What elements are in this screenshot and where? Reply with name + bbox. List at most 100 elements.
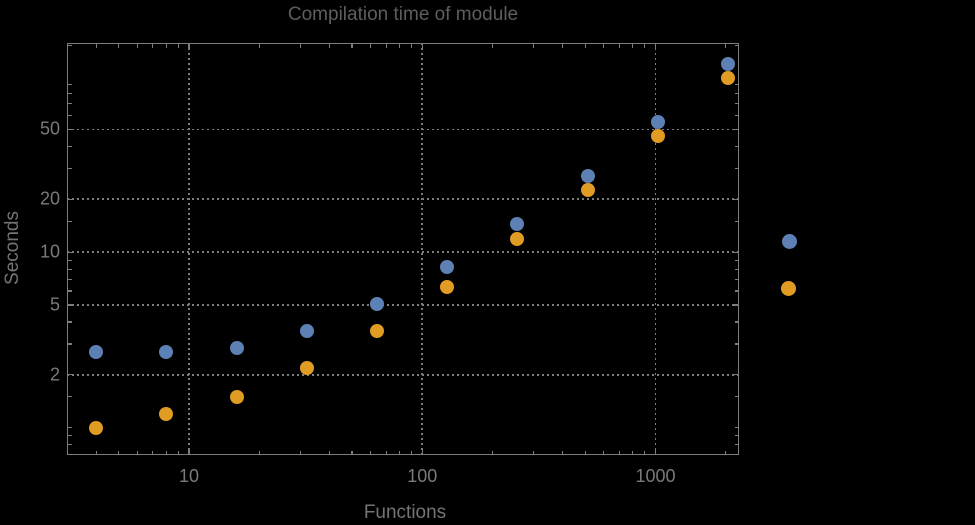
x-minor-tick	[385, 450, 387, 454]
y-tick-label: 50	[39, 118, 60, 139]
y-minor-tick	[734, 435, 738, 437]
y-minor-tick	[734, 290, 738, 292]
y-minor-tick	[68, 92, 72, 95]
x-minor-tick	[177, 44, 179, 48]
x-minor-tick	[562, 450, 564, 454]
y-minor-tick	[734, 278, 738, 280]
y-minor-tick	[734, 114, 738, 116]
x-minor-tick	[165, 450, 167, 454]
x-minor-tick	[532, 450, 535, 454]
x-minor-tick	[491, 450, 494, 454]
x-minor-tick	[328, 450, 330, 454]
x-minor-tick	[632, 44, 634, 48]
y-minor-tick	[68, 290, 72, 292]
y-minor-tick	[68, 259, 72, 261]
data-point-series-2	[229, 389, 244, 404]
x-minor-tick	[644, 44, 646, 48]
gridline-vertical	[654, 43, 657, 455]
y-minor-tick	[734, 44, 738, 47]
plot-frame	[67, 43, 739, 455]
y-major-tick	[732, 374, 738, 376]
y-tick-label: 10	[39, 241, 60, 262]
x-minor-tick	[399, 450, 401, 454]
x-minor-tick	[399, 44, 401, 48]
y-minor-tick	[734, 259, 738, 261]
gridline-horizontal	[67, 128, 739, 131]
x-minor-tick	[369, 450, 372, 454]
x-minor-tick	[369, 44, 372, 48]
x-minor-tick	[152, 44, 154, 48]
data-point-series-2	[440, 280, 455, 295]
data-point-series-1	[159, 345, 174, 359]
x-minor-tick	[603, 44, 605, 48]
x-minor-tick	[258, 450, 260, 454]
x-minor-tick	[177, 450, 179, 454]
x-minor-tick	[532, 44, 535, 48]
y-minor-tick	[734, 220, 738, 222]
gridline-horizontal	[67, 251, 739, 253]
x-minor-tick	[299, 450, 301, 454]
legend-marker-series-1	[781, 233, 797, 249]
y-minor-tick	[734, 444, 738, 446]
x-minor-tick	[725, 44, 727, 48]
x-minor-tick	[95, 450, 97, 454]
y-minor-tick	[68, 396, 72, 398]
data-point-series-1	[721, 56, 736, 71]
data-point-series-1	[229, 340, 244, 355]
y-minor-tick	[68, 278, 72, 280]
data-point-series-2	[89, 420, 104, 435]
y-minor-tick	[734, 167, 738, 169]
y-minor-tick	[68, 444, 72, 446]
x-minor-tick	[118, 44, 120, 48]
x-axis-label: Functions	[363, 502, 447, 523]
y-minor-tick	[68, 103, 72, 105]
x-minor-tick	[299, 44, 301, 48]
x-minor-tick	[584, 44, 586, 48]
data-point-series-1	[650, 115, 665, 130]
y-major-tick	[732, 304, 738, 306]
y-minor-tick	[734, 396, 738, 398]
x-minor-tick	[95, 44, 97, 48]
data-point-series-1	[299, 324, 314, 339]
gridline-vertical	[421, 43, 423, 455]
y-minor-tick	[68, 343, 72, 345]
x-major-tick	[654, 448, 657, 454]
x-tick-label: 10	[178, 466, 199, 486]
x-major-tick	[421, 448, 423, 454]
x-minor-tick	[618, 450, 620, 454]
data-point-series-1	[370, 297, 385, 312]
x-major-tick	[188, 448, 190, 454]
y-axis-label: Seconds	[2, 211, 23, 285]
y-major-tick	[68, 304, 74, 306]
x-minor-tick	[258, 44, 260, 48]
y-minor-tick	[68, 220, 72, 222]
y-minor-tick	[734, 145, 738, 147]
y-tick-label: 2	[49, 364, 60, 385]
y-major-tick	[68, 198, 74, 200]
y-minor-tick	[734, 427, 738, 429]
data-point-series-2	[159, 406, 174, 421]
x-minor-tick	[491, 44, 494, 48]
x-minor-tick	[351, 450, 353, 454]
data-point-series-2	[580, 183, 595, 198]
y-minor-tick	[734, 83, 738, 86]
y-major-tick	[68, 374, 74, 376]
x-minor-tick	[410, 450, 413, 454]
x-minor-tick	[136, 44, 138, 48]
x-major-tick	[188, 44, 190, 50]
x-tick-label: 1000	[635, 466, 676, 486]
y-minor-tick	[734, 343, 738, 345]
y-minor-tick	[734, 103, 738, 105]
x-minor-tick	[136, 450, 138, 454]
y-minor-tick	[734, 268, 738, 270]
x-minor-tick	[618, 44, 620, 48]
x-minor-tick	[644, 450, 646, 454]
x-minor-tick	[351, 44, 353, 48]
y-minor-tick	[68, 435, 72, 437]
y-minor-tick	[68, 44, 72, 47]
y-tick-label: 20	[39, 188, 60, 209]
y-minor-tick	[734, 321, 738, 323]
data-point-series-2	[299, 360, 314, 375]
chart-title: Compilation time of module	[287, 4, 519, 25]
